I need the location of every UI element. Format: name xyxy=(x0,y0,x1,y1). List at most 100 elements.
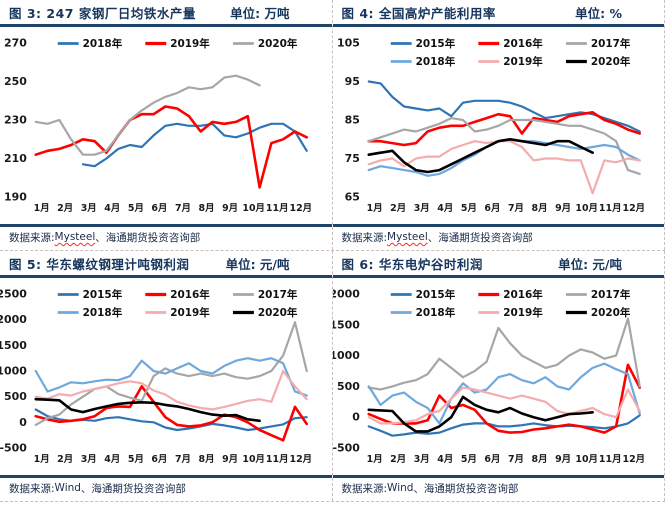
x-tick-label: 9月 xyxy=(222,454,238,465)
x-tick-label: 4月 xyxy=(437,203,453,214)
legend-label: 2020年 xyxy=(258,37,298,50)
x-tick-label: 11月 xyxy=(598,454,621,465)
y-tick-label: 500 xyxy=(337,380,360,393)
x-tick-label: 1月 xyxy=(366,203,382,214)
y-tick-label: 270 xyxy=(4,36,27,49)
legend-label: 2016年 xyxy=(170,288,210,301)
unit-label: 单位: 元/吨 xyxy=(558,257,622,272)
legend-label: 2015年 xyxy=(415,288,455,301)
series-line-2016年 xyxy=(366,111,641,147)
source-prefix: 数据来源: xyxy=(341,482,388,495)
y-tick-label: 0 xyxy=(352,411,360,424)
x-tick-label: 8月 xyxy=(199,203,215,214)
y-tick-label: 1000 xyxy=(0,364,27,377)
y-tick-label: 1500 xyxy=(0,339,27,352)
x-tick-label: 11月 xyxy=(598,203,621,214)
x-tick-label: 10月 xyxy=(575,454,598,465)
footer-rule xyxy=(0,224,332,227)
x-tick-label: 4月 xyxy=(104,203,120,214)
panel-title: 图 6: 华东电炉谷时利润 xyxy=(341,257,483,272)
legend-label: 2018年 xyxy=(415,55,455,68)
legend-label: 2020年 xyxy=(590,55,630,68)
y-tick-label: 250 xyxy=(4,75,27,88)
source-brand: Mysteel xyxy=(387,231,428,243)
figure-panel-6: 图 6: 华东电炉谷时利润 单位: 元/吨 2000 1500 1000 500 0 -5… xyxy=(332,251,665,501)
y-tick-label: 230 xyxy=(4,113,27,126)
series-line-2018年 xyxy=(34,357,308,397)
y-tick-label: 85 xyxy=(344,113,359,126)
x-tick-label: 9月 xyxy=(555,203,571,214)
y-tick-label: -500 xyxy=(333,441,360,454)
source-prefix: 数据来源: xyxy=(9,231,55,244)
x-tick-label: 9月 xyxy=(222,203,238,214)
x-tick-label: 10月 xyxy=(242,203,265,214)
y-tick-label: 2000 xyxy=(0,313,27,326)
y-tick-label: 65 xyxy=(344,190,359,203)
y-tick-label: 0 xyxy=(19,416,27,429)
x-tick-label: 12月 xyxy=(290,454,313,465)
x-tick-label: 3月 xyxy=(81,454,97,465)
x-tick-label: 8月 xyxy=(531,454,547,465)
y-tick-label: 190 xyxy=(4,190,27,203)
series-line-2017年 xyxy=(367,317,641,391)
chart-area: 2000 1500 1000 500 0 -500 1月 2月 3月 4月 5月 6月 7月 8月 9月 10… xyxy=(333,278,665,474)
panel-header: 图 3: 247 家钢厂日均铁水产量 单位: 万吨 xyxy=(0,2,332,23)
data-source: 数据来源: Mysteel 、海通期货投资咨询部 xyxy=(333,227,665,247)
x-tick-label: 12月 xyxy=(622,203,645,214)
source-suffix: 、海通期货投资咨询部 xyxy=(427,231,533,244)
line-chart-canvas: 2000 1500 1000 500 0 -500 1月 2月 3月 4月 5月 6月 7月 8月 9月 10… xyxy=(333,287,645,465)
x-tick-label: 6月 xyxy=(151,454,167,465)
y-tick-label: 95 xyxy=(344,75,359,88)
x-tick-label: 5月 xyxy=(460,454,476,465)
x-tick-label: 11月 xyxy=(266,454,289,465)
data-source: 数据来源: Wind 、海通期货投资咨询部 xyxy=(0,478,332,498)
legend-label: 2017年 xyxy=(590,288,630,301)
legend-label: 2017年 xyxy=(258,288,298,301)
x-tick-label: 3月 xyxy=(413,454,429,465)
legend-label: 2019年 xyxy=(170,37,210,50)
panel-title: 图 5: 华东螺纹钢理计吨钢利润 xyxy=(9,257,190,272)
top-row: 图 3: 247 家钢厂日均铁水产量 单位: 万吨 270 250 230 210 19… xyxy=(0,0,665,251)
y-tick-label: 1500 xyxy=(333,318,360,331)
data-source: 数据来源: Wind 、海通期货投资咨询部 xyxy=(333,478,665,498)
series-line-2016年 xyxy=(366,363,641,434)
panel-header: 图 4: 全国高炉产能利用率 单位: % xyxy=(333,2,665,23)
x-tick-label: 1月 xyxy=(34,203,50,214)
y-tick-label: 2500 xyxy=(0,287,27,300)
title-rule xyxy=(332,275,664,278)
y-tick-label: 210 xyxy=(4,152,27,165)
x-tick-label: 3月 xyxy=(413,203,429,214)
x-tick-label: 7月 xyxy=(175,454,191,465)
unit-label: 单位: % xyxy=(575,6,622,21)
chart-area: 270 250 230 210 190 1月 2月 3月 4月 5月 6月 7月 8月 9月 10月 11月 1… xyxy=(0,27,332,223)
x-tick-label: 6月 xyxy=(484,203,500,214)
bottom-row: 图 5: 华东螺纹钢理计吨钢利润 单位: 元/吨 2500 2000 1500 100… xyxy=(0,251,665,502)
footer-rule xyxy=(332,224,664,227)
line-chart-canvas: 270 250 230 210 190 1月 2月 3月 4月 5月 6月 7月 8月 9月 10月 11月 1… xyxy=(4,36,312,214)
x-tick-label: 1月 xyxy=(34,454,50,465)
legend-label: 2019年 xyxy=(503,55,543,68)
x-tick-label: 7月 xyxy=(507,454,523,465)
x-tick-label: 11月 xyxy=(266,203,289,214)
x-tick-label: 2月 xyxy=(390,454,406,465)
series-line-2020年 xyxy=(34,74,261,156)
y-tick-label: -500 xyxy=(0,441,27,454)
footer-rule xyxy=(0,475,332,478)
legend-label: 2019年 xyxy=(503,306,543,319)
x-tick-label: 2月 xyxy=(57,203,73,214)
source-prefix: 数据来源: xyxy=(341,231,388,244)
series-line-2019年 xyxy=(34,369,308,411)
y-tick-label: 1000 xyxy=(333,349,360,362)
source-suffix: 、海通期货投资咨询部 xyxy=(95,231,201,244)
legend-label: 2018年 xyxy=(415,306,455,319)
x-tick-label: 7月 xyxy=(507,203,523,214)
y-tick-label: 75 xyxy=(344,152,359,165)
legend-label: 2020年 xyxy=(590,306,630,319)
series-line-2018年 xyxy=(81,122,308,168)
source-brand: Wind xyxy=(387,482,414,494)
legend-label: 2018年 xyxy=(83,37,123,50)
series-line-2019年 xyxy=(367,386,641,425)
series-line-2017年 xyxy=(367,117,641,175)
x-tick-label: 3月 xyxy=(81,203,97,214)
